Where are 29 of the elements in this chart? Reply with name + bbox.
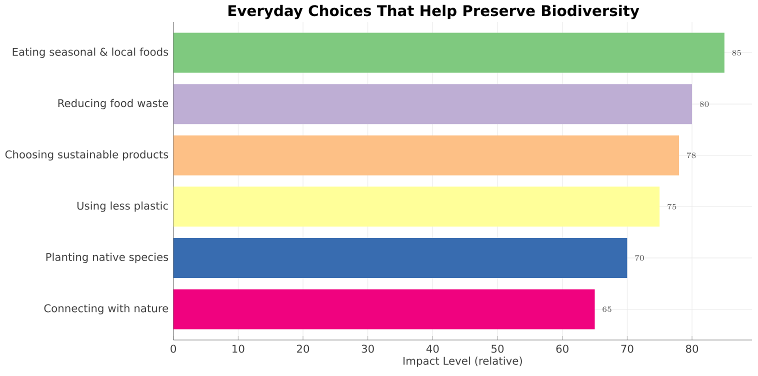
y-tick-label: Reducing food waste [58, 98, 168, 110]
chart-title: Everyday Choices That Help Preserve Biodiversity [228, 4, 640, 20]
y-tick-label: Eating seasonal & local foods [12, 48, 168, 58]
y-tick-label: Planting native species [46, 252, 168, 264]
y-tick-label: Using less plastic [77, 202, 168, 212]
data-label: 85 [732, 50, 742, 56]
x-tick-label: 30 [362, 344, 374, 353]
y-tick-label: Choosing sustainable products [5, 150, 168, 161]
data-label: 75 [668, 204, 676, 210]
x-tick-label: 50 [492, 344, 504, 353]
y-tick-label: Connecting with nature [44, 304, 168, 314]
x-tick-label: 40 [426, 344, 439, 353]
bar [173, 84, 692, 124]
bar [173, 289, 595, 330]
x-tick-label: 70 [621, 344, 634, 353]
x-tick-label: 80 [686, 344, 698, 353]
x-axis-title: Impact Level (relative) [404, 356, 522, 367]
x-tick-label: 10 [232, 344, 244, 353]
data-label: 70 [635, 255, 644, 261]
x-tick-label: 20 [296, 344, 310, 353]
data-label: 65 [602, 306, 612, 312]
bar [173, 32, 724, 73]
bar [173, 135, 680, 176]
data-label: 80 [700, 101, 709, 107]
bar [173, 238, 628, 278]
data-label: 78 [687, 152, 696, 158]
bar [173, 186, 660, 227]
x-tick-label: 0 [170, 344, 176, 353]
x-tick-label: 60 [556, 344, 568, 353]
